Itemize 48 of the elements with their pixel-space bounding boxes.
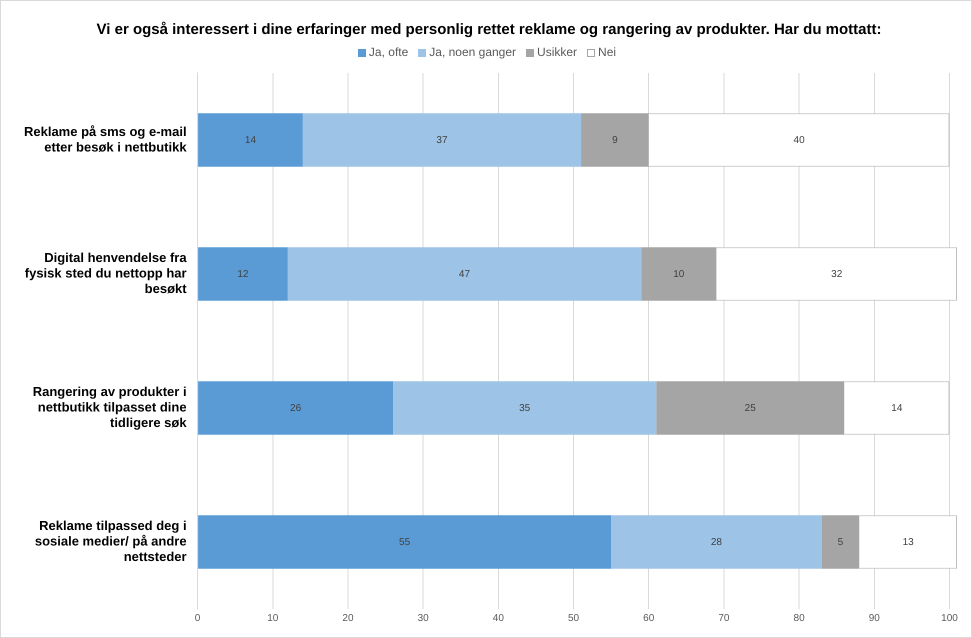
bar — [198, 381, 394, 435]
y-tick-label: Reklame på sms og e-mail etter besøk i nettbutikk — [24, 124, 188, 154]
legend-label: Ja, ofte — [368, 45, 408, 59]
data-label: 55 — [399, 536, 411, 548]
data-label: 32 — [831, 268, 843, 280]
x-tick-label: 50 — [568, 612, 580, 624]
bar — [198, 247, 288, 301]
legend-label: Usikker — [536, 45, 578, 59]
data-label: 9 — [612, 134, 618, 146]
y-tick-label: Rangering av produkter i nettbutikk tilpasset dine tidligere søk — [32, 384, 188, 430]
x-tick-label: 40 — [492, 612, 504, 624]
data-label: 40 — [794, 134, 806, 146]
y-tick-label: Reklame tilpassed deg i sosiale medier/ på andre nettsteder — [34, 518, 187, 564]
x-tick-label: 70 — [718, 612, 730, 624]
x-tick-label: 90 — [868, 612, 880, 624]
x-tick-label: 80 — [794, 612, 806, 624]
y-tick-label: Digital henvendelse fra fysisk sted du nettopp har besøkt — [24, 250, 188, 296]
bar — [611, 515, 822, 569]
data-label: 12 — [237, 268, 249, 280]
data-label: 25 — [744, 402, 756, 414]
data-label: 26 — [290, 402, 302, 414]
bar — [198, 515, 612, 569]
data-label: 13 — [902, 536, 914, 548]
data-label: 28 — [710, 536, 722, 548]
bar — [393, 381, 656, 435]
data-label: 47 — [458, 268, 470, 280]
bar — [302, 113, 582, 167]
x-tick-label: 20 — [342, 612, 354, 624]
bar — [288, 247, 642, 301]
data-label: 37 — [436, 134, 448, 146]
data-label: 5 — [838, 536, 844, 548]
x-tick-label: 100 — [941, 612, 958, 624]
x-tick-label: 30 — [418, 612, 430, 624]
data-label: 14 — [891, 402, 903, 414]
data-label: 14 — [244, 134, 256, 146]
x-tick-label: 60 — [643, 612, 655, 624]
x-tick-label: 10 — [267, 612, 279, 624]
data-label: 10 — [673, 268, 685, 280]
data-label: 35 — [519, 402, 531, 414]
bar — [656, 381, 844, 435]
legend-label: Nei — [597, 45, 616, 59]
x-tick-label: 0 — [194, 612, 201, 624]
legend-label: Ja, noen ganger — [428, 45, 516, 59]
bar — [641, 247, 716, 301]
bar — [198, 113, 303, 167]
bar — [581, 113, 649, 167]
chart-title: Vi er også interessert i dine erfaringer med personlig rettet reklame og rangering av produkter. Har du mottatt: — [96, 21, 882, 38]
bar — [822, 515, 860, 569]
